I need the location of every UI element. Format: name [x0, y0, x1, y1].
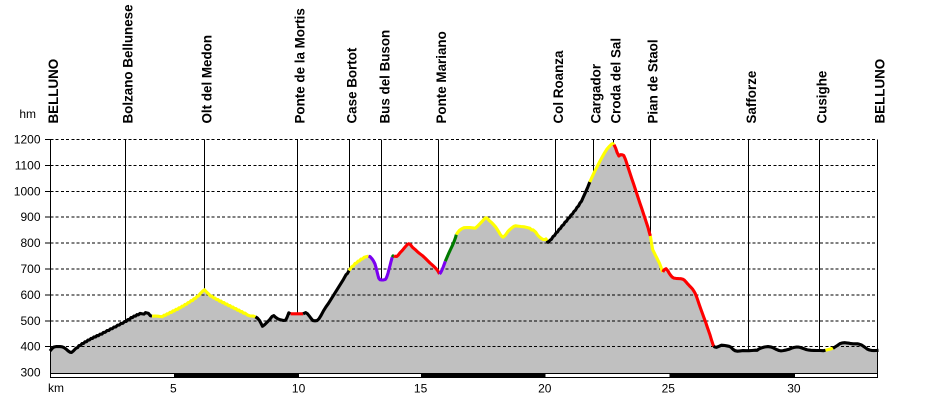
svg-text:Case Bortot: Case Bortot — [344, 47, 359, 123]
svg-text:800: 800 — [20, 236, 40, 250]
svg-text:Cusighe: Cusighe — [814, 71, 829, 124]
svg-text:400: 400 — [20, 340, 40, 354]
svg-text:Bus del Buson: Bus del Buson — [377, 30, 392, 124]
svg-text:Ponte Mariano: Ponte Mariano — [434, 31, 449, 123]
svg-text:hm: hm — [19, 107, 36, 121]
svg-text:25: 25 — [662, 381, 676, 395]
svg-text:10: 10 — [292, 381, 306, 395]
svg-text:BELLUNO: BELLUNO — [46, 59, 61, 124]
svg-text:Bolzano Bellunese: Bolzano Bellunese — [120, 4, 135, 123]
svg-text:BELLUNO: BELLUNO — [872, 59, 887, 124]
svg-text:km: km — [48, 381, 64, 395]
svg-text:500: 500 — [20, 314, 40, 328]
svg-text:900: 900 — [20, 210, 40, 224]
svg-text:1200: 1200 — [14, 133, 41, 147]
svg-text:1000: 1000 — [14, 184, 41, 198]
svg-text:15: 15 — [414, 381, 428, 395]
svg-text:Olt del Medon: Olt del Medon — [199, 35, 214, 124]
svg-text:Cargador: Cargador — [588, 63, 603, 123]
svg-text:Safforze: Safforze — [744, 71, 759, 124]
svg-text:Ponte de la Mortis: Ponte de la Mortis — [292, 8, 307, 123]
svg-text:300: 300 — [20, 366, 40, 380]
svg-text:Col Roanza: Col Roanza — [551, 50, 566, 123]
svg-text:700: 700 — [20, 262, 40, 276]
svg-text:1100: 1100 — [15, 158, 41, 172]
svg-text:20: 20 — [538, 381, 552, 395]
svg-text:600: 600 — [20, 288, 40, 302]
svg-text:Pian de Staol: Pian de Staol — [645, 39, 660, 123]
svg-text:5: 5 — [170, 381, 177, 395]
svg-text:30: 30 — [787, 381, 801, 395]
svg-text:Croda del Sal: Croda del Sal — [608, 38, 623, 124]
